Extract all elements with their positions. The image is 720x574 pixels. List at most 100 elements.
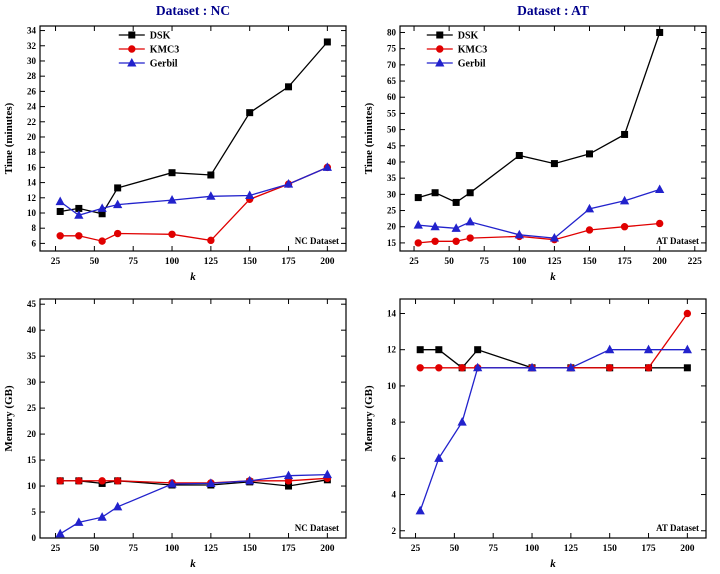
marker-triangle-icon xyxy=(465,216,475,226)
marker-square-icon xyxy=(431,189,439,197)
at-time-plot: 25 50 75 100 125 150 175 200 225 15 20 25 30 35 40 45 50… xyxy=(363,3,707,283)
x-tick-label: 100 xyxy=(512,257,527,267)
y-tick-label: 65 xyxy=(387,76,397,86)
marker-triangle-icon xyxy=(322,162,333,171)
marker-circle-icon xyxy=(416,364,424,372)
series-dsk xyxy=(56,38,331,218)
marker-circle-icon xyxy=(128,45,136,53)
marker-circle-icon xyxy=(98,477,106,485)
plot-frame xyxy=(39,25,347,252)
marker-square-icon xyxy=(414,194,422,202)
axes: 25 50 75 100 125 150 175 200 2 4 6 8 10 12 14 xyxy=(387,298,707,554)
y-tick-label: 2 xyxy=(392,526,397,536)
marker-circle-icon xyxy=(585,226,594,234)
marker-triangle-icon xyxy=(55,196,65,206)
marker-circle-icon xyxy=(620,223,629,231)
marker-triangle-icon xyxy=(434,453,444,462)
dataset-annotation: NC Dataset xyxy=(295,236,339,246)
legend: DSK KMC3 Gerbil xyxy=(426,31,487,70)
chart-title: Dataset : NC xyxy=(156,3,230,18)
marker-square-icon xyxy=(246,109,254,117)
marker-square-icon xyxy=(436,31,444,39)
marker-circle-icon xyxy=(436,45,444,53)
marker-triangle-icon xyxy=(97,512,107,521)
marker-square-icon xyxy=(114,184,122,192)
series-gerbil xyxy=(55,469,333,538)
y-tick-label: 8 xyxy=(392,417,397,427)
x-tick-label: 125 xyxy=(547,257,562,267)
marker-circle-icon xyxy=(113,477,122,485)
x-tick-label: 50 xyxy=(444,257,454,267)
marker-circle-icon xyxy=(605,364,614,372)
plot-frame xyxy=(399,298,707,539)
plot-frame xyxy=(399,25,707,252)
marker-circle-icon xyxy=(75,232,83,240)
x-tick-label: 125 xyxy=(564,544,579,554)
marker-triangle-icon xyxy=(283,179,294,188)
x-tick-label: 75 xyxy=(488,544,498,554)
marker-triangle-icon xyxy=(413,220,423,229)
marker-triangle-icon xyxy=(566,362,576,372)
x-tick-label: 125 xyxy=(204,544,219,554)
x-tick-label: 150 xyxy=(243,544,258,554)
y-tick-label: 34 xyxy=(27,26,37,36)
y-tick-label: 4 xyxy=(392,490,397,500)
y-axis-label: Time (minutes) xyxy=(363,102,375,174)
x-tick-label: 75 xyxy=(128,544,138,554)
marker-triangle-icon xyxy=(655,184,665,193)
legend-label: Gerbil xyxy=(458,59,486,70)
x-tick-label: 175 xyxy=(641,544,656,554)
chart-nc-memory: 25 50 75 100 125 150 175 200 0 5 10 15 20 25 30 35 40 45 k… xyxy=(0,287,360,574)
marker-square-icon xyxy=(416,346,424,354)
y-tick-label: 80 xyxy=(387,27,397,37)
marker-circle-icon xyxy=(75,477,83,485)
dataset-annotation: AT Dataset xyxy=(656,236,699,246)
marker-square-icon xyxy=(683,364,691,372)
marker-triangle-icon xyxy=(206,191,216,200)
marker-triangle-icon xyxy=(584,203,595,213)
dataset-annotation: AT Dataset xyxy=(656,523,699,533)
y-tick-label: 0 xyxy=(32,533,37,543)
y-tick-label: 45 xyxy=(387,141,397,151)
x-axis-label: k xyxy=(550,271,556,283)
x-tick-label: 150 xyxy=(243,257,258,267)
x-tick-label: 200 xyxy=(320,544,335,554)
y-tick-label: 20 xyxy=(27,132,37,142)
legend-label: KMC3 xyxy=(458,45,487,56)
marker-circle-icon xyxy=(683,309,692,318)
x-tick-label: 25 xyxy=(51,257,61,267)
y-tick-label: 22 xyxy=(27,117,37,127)
marker-square-icon xyxy=(452,198,460,206)
marker-triangle-icon xyxy=(605,344,615,354)
legend-label: KMC3 xyxy=(150,45,179,56)
axes: 25 50 75 100 125 150 175 200 0 5 10 15 20 25 30 35 40 45 xyxy=(27,298,347,554)
marker-square-icon xyxy=(323,38,331,46)
dataset-annotation: NC Dataset xyxy=(295,523,339,533)
chart-nc-time: 25 50 75 100 125 150 175 200 6 8 10 12 14 16 18 20 22 24 2… xyxy=(0,0,360,287)
y-tick-label: 20 xyxy=(27,429,37,439)
plot-frame xyxy=(39,298,347,539)
x-tick-label: 100 xyxy=(165,544,180,554)
marker-circle-icon xyxy=(458,364,466,372)
y-tick-label: 10 xyxy=(27,481,37,491)
marker-triangle-icon xyxy=(167,478,177,488)
nc-memory-plot: 25 50 75 100 125 150 175 200 0 5 10 15 20 25 30 35 40 45 k… xyxy=(3,298,347,570)
x-tick-label: 175 xyxy=(617,257,632,267)
x-axis-label: k xyxy=(190,271,196,283)
marker-triangle-icon xyxy=(245,475,255,485)
chart-at-memory: 25 50 75 100 125 150 175 200 2 4 6 8 10 12 14 k Memory (… xyxy=(360,287,720,574)
x-tick-label: 25 xyxy=(51,544,61,554)
y-tick-label: 35 xyxy=(387,173,397,183)
series-gerbil xyxy=(413,184,665,242)
marker-circle-icon xyxy=(414,239,422,247)
legend-label: DSK xyxy=(458,31,479,42)
y-tick-label: 28 xyxy=(27,71,37,81)
y-tick-label: 10 xyxy=(27,208,37,218)
marker-square-icon xyxy=(585,150,593,158)
marker-triangle-icon xyxy=(55,528,65,538)
marker-circle-icon xyxy=(207,236,215,245)
marker-square-icon xyxy=(515,151,523,159)
x-tick-label: 50 xyxy=(90,544,100,554)
y-tick-label: 26 xyxy=(27,86,37,96)
marker-square-icon xyxy=(656,28,664,36)
